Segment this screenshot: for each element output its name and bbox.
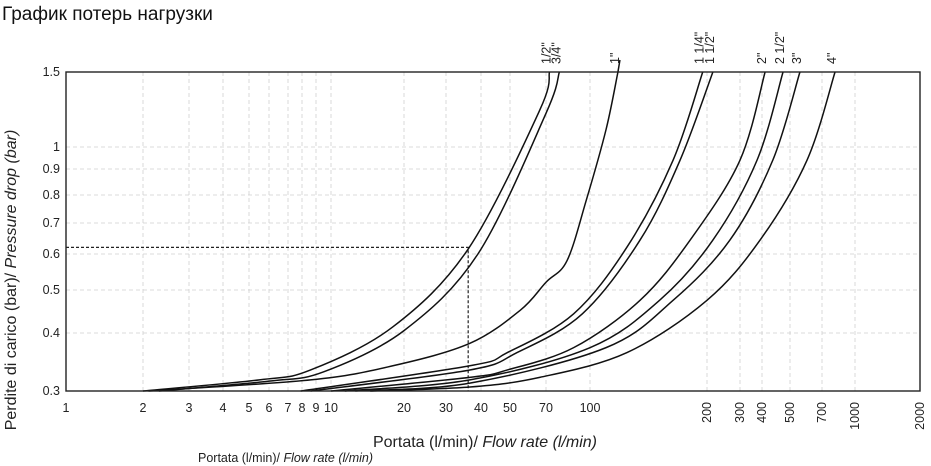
series-label: 1 1/2" xyxy=(703,32,717,64)
x-tick-label: 500 xyxy=(783,402,797,423)
x-tick-label: 6 xyxy=(266,401,273,415)
grid xyxy=(65,71,921,392)
series-label: 2" xyxy=(755,53,769,64)
series-curve xyxy=(148,59,621,392)
x-tick-label: 200 xyxy=(700,402,714,423)
page-title: График потерь нагрузки xyxy=(2,4,213,25)
y-tick-label: 0.9 xyxy=(43,162,60,176)
series-labels: 1/2"3/4" 1" 1 1/4"1 1/2" 2" 2 1/2" 3" 4" xyxy=(539,32,839,64)
y-axis-label: Perdite di carico (bar)/ Pressure drop (… xyxy=(3,130,20,431)
x-tick-label: 30 xyxy=(439,401,453,415)
reference-lines xyxy=(66,246,469,391)
x-tick-label: 5 xyxy=(246,401,253,415)
x-tick-label: 7 xyxy=(285,401,292,415)
x-tick-label: 100 xyxy=(580,401,601,415)
x-axis-label-secondary: Portata (l/min)/ Flow rate (l/min) xyxy=(198,451,373,465)
plot-frame xyxy=(65,71,921,392)
x-tick-label: 1 xyxy=(63,401,70,415)
series-curve xyxy=(344,71,784,392)
y-tick-labels: 0.3 0.4 0.5 0.6 0.7 0.8 0.9 1 1.5 xyxy=(43,65,60,398)
x-tick-label: 2 xyxy=(140,401,147,415)
series-curve xyxy=(330,71,766,392)
series-label: 2 1/2" xyxy=(773,32,787,64)
x-tick-label: 8 xyxy=(299,401,306,415)
x-tick-label: 20 xyxy=(397,401,411,415)
series-label: 1 1/4" xyxy=(693,32,707,64)
series-label: 3/4" xyxy=(549,42,563,64)
x-tick-label: 700 xyxy=(815,402,829,423)
x-tick-label: 10 xyxy=(324,401,338,415)
curves xyxy=(142,59,836,392)
series-curve xyxy=(300,71,704,392)
y-tick-label: 1 xyxy=(53,140,60,154)
series-curve xyxy=(158,71,561,392)
y-tick-label: 0.6 xyxy=(43,247,60,261)
series-curve xyxy=(142,71,551,392)
x-axis-label: Portata (l/min)/ Flow rate (l/min) xyxy=(373,434,597,451)
x-tick-label: 1000 xyxy=(848,402,862,430)
series-curve xyxy=(310,71,714,392)
series-label: 4" xyxy=(825,53,839,64)
x-tick-label: 4 xyxy=(220,401,227,415)
y-tick-label: 0.4 xyxy=(43,326,60,340)
x-tick-label: 50 xyxy=(503,401,517,415)
y-tick-label: 1.5 xyxy=(43,65,60,79)
x-tick-labels: 1 2 3 4 5 6 7 8 9 10 20 30 40 50 70 100 200 300 400 500 700 1… xyxy=(63,401,927,430)
series-label: 1" xyxy=(608,53,622,64)
y-tick-label: 0.8 xyxy=(43,188,60,202)
x-tick-label: 400 xyxy=(755,402,769,423)
series-curve xyxy=(370,71,836,392)
reference-line xyxy=(66,246,469,391)
y-tick-label: 0.7 xyxy=(43,216,60,230)
x-tick-label: 9 xyxy=(313,401,320,415)
y-tick-label: 0.5 xyxy=(43,283,60,297)
x-tick-label: 70 xyxy=(539,401,553,415)
x-tick-label: 300 xyxy=(733,402,747,423)
y-tick-label: 0.3 xyxy=(43,384,60,398)
series-label: 3" xyxy=(790,53,804,64)
x-tick-label: 40 xyxy=(474,401,488,415)
series-curve xyxy=(355,71,801,392)
x-tick-label: 3 xyxy=(186,401,193,415)
series-label: 1/2" xyxy=(539,42,553,64)
x-tick-label: 2000 xyxy=(913,402,927,430)
